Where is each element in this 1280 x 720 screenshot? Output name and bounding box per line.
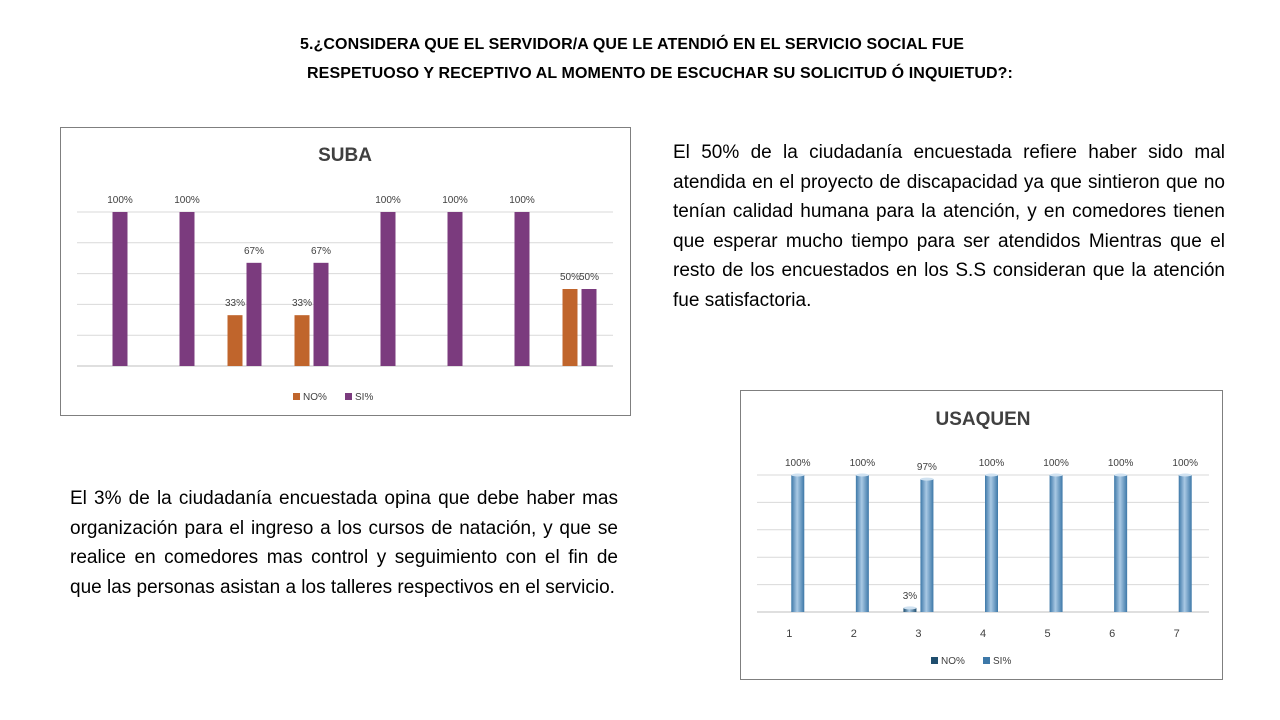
suba-description: El 50% de la ciudadanía encuestada refie… bbox=[673, 142, 1225, 311]
suba-data-label: 100% bbox=[375, 195, 401, 206]
suba-bar-no-4 bbox=[294, 315, 310, 366]
usaquen-data-label: 100% bbox=[1108, 458, 1134, 469]
suba-data-label: 67% bbox=[311, 246, 331, 257]
suba-chart: SUBA 100% 100% 33% 67% 33% 67% 100% 100% 100% 50% 5… bbox=[60, 127, 631, 416]
usaquen-bar-cap bbox=[1049, 473, 1063, 477]
usaquen-legend-swatch-no bbox=[931, 657, 938, 664]
suba-data-label: 50% bbox=[579, 272, 599, 283]
usaquen-bar-cap bbox=[985, 473, 998, 477]
usaquen-data-label: 100% bbox=[979, 458, 1005, 469]
usaquen-bar-no-3 bbox=[903, 607, 917, 612]
usaquen-bar-si-3 bbox=[920, 479, 934, 612]
suba-bar-no-3 bbox=[227, 315, 243, 366]
suba-data-label: 100% bbox=[174, 195, 200, 206]
usaquen-category-label: 3 bbox=[915, 628, 921, 640]
suba-bar-si-6 bbox=[447, 212, 463, 366]
usaquen-legend-swatch-si bbox=[983, 657, 990, 664]
usaquen-data-label: 100% bbox=[850, 458, 876, 469]
usaquen-bar-cap bbox=[1114, 473, 1128, 477]
usaquen-bar-cap bbox=[791, 473, 805, 477]
suba-legend-swatch-no bbox=[293, 393, 300, 400]
suba-bar-no-8 bbox=[562, 289, 578, 366]
suba-legend-label-no: NO% bbox=[303, 392, 327, 403]
usaquen-data-label: 100% bbox=[785, 458, 811, 469]
usaquen-category-label: 5 bbox=[1045, 628, 1051, 640]
suba-data-label: 33% bbox=[225, 298, 245, 309]
usaquen-bar-cap bbox=[903, 606, 917, 610]
page-title-line-2: RESPETUOSO Y RECEPTIVO AL MOMENTO DE ESC… bbox=[307, 65, 1013, 82]
suba-bar-si-5 bbox=[380, 212, 396, 366]
usaquen-bar-si-2 bbox=[855, 475, 869, 612]
suba-data-label: 33% bbox=[292, 298, 312, 309]
usaquen-category-label: 7 bbox=[1174, 628, 1180, 640]
usaquen-chart: USAQUEN 100% 1 100% 2 3% 97% 3 100% 4 100% 5 100% 6 10… bbox=[740, 390, 1223, 680]
suba-legend-swatch-si bbox=[345, 393, 352, 400]
usaquen-bar-si-5 bbox=[1049, 475, 1063, 612]
usaquen-bar-si-7 bbox=[1178, 475, 1192, 612]
usaquen-category-label: 1 bbox=[786, 628, 792, 640]
usaquen-bar-si-1 bbox=[791, 475, 805, 612]
suba-data-label: 100% bbox=[442, 195, 468, 206]
usaquen-data-label: 97% bbox=[917, 462, 937, 473]
suba-legend-label-si: SI% bbox=[355, 392, 373, 403]
usaquen-data-label: 100% bbox=[1043, 458, 1069, 469]
suba-bar-si-2 bbox=[179, 212, 195, 366]
usaquen-chart-title: USAQUEN bbox=[935, 409, 1030, 430]
suba-bar-si-8 bbox=[581, 289, 597, 366]
suba-chart-title: SUBA bbox=[318, 145, 372, 166]
usaquen-legend-label-si: SI% bbox=[993, 656, 1011, 667]
suba-data-label: 100% bbox=[509, 195, 535, 206]
usaquen-bar-cap bbox=[920, 477, 934, 481]
usaquen-description: El 3% de la ciudadanía encuestada opina … bbox=[70, 488, 618, 598]
suba-chart-svg: SUBA 100% 100% 33% 67% 33% 67% 100% 100% 100% 50%5… bbox=[77, 145, 613, 403]
page-title-line-1: 5.¿CONSIDERA QUE EL SERVIDOR/A QUE LE AT… bbox=[299, 36, 965, 53]
usaquen-bar-cap bbox=[1178, 473, 1192, 477]
suba-bar-si-3 bbox=[246, 262, 262, 366]
usaquen-bar-cap bbox=[855, 473, 869, 477]
usaquen-category-label: 4 bbox=[980, 628, 986, 640]
suba-data-label: 67% bbox=[244, 246, 264, 257]
usaquen-category-label: 6 bbox=[1109, 628, 1115, 640]
usaquen-bar-si-4 bbox=[985, 475, 998, 612]
suba-bar-si-1 bbox=[112, 212, 128, 366]
suba-bar-si-4 bbox=[313, 262, 329, 366]
suba-data-label: 100% bbox=[107, 195, 133, 206]
suba-bar-si-7 bbox=[514, 212, 530, 366]
usaquen-data-label: 100% bbox=[1172, 458, 1198, 469]
usaquen-bar-si-6 bbox=[1114, 475, 1128, 612]
suba-data-label: 50% bbox=[560, 272, 580, 283]
usaquen-legend-label-no: NO% bbox=[941, 656, 965, 667]
usaquen-category-label: 2 bbox=[851, 628, 857, 640]
usaquen-data-label: 3% bbox=[903, 591, 918, 602]
usaquen-chart-svg: USAQUEN 100% 1 100% 2 3% 97% 3 100% 4 100% 5 100% 6 10… bbox=[757, 409, 1209, 667]
